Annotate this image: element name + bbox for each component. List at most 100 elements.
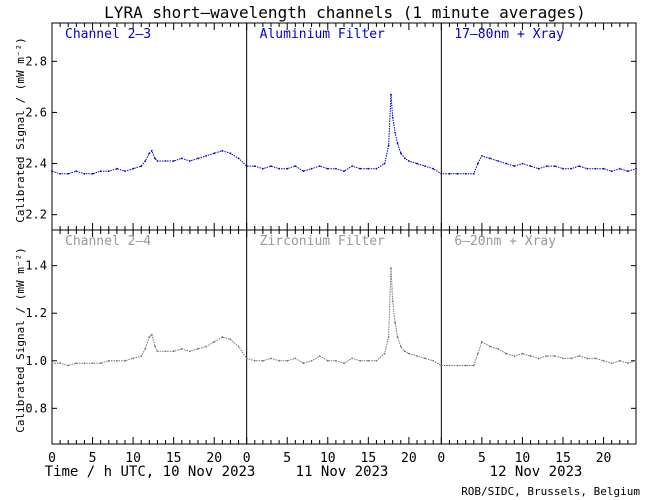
data-point-top-0-50 bbox=[399, 152, 402, 155]
data-point-bottom-0-69 bbox=[537, 357, 540, 360]
data-point-top-0-67 bbox=[521, 162, 524, 165]
data-point-bottom-0-29 bbox=[262, 359, 264, 362]
data-point-top-0-23 bbox=[213, 152, 216, 155]
data-point-top-0-10 bbox=[132, 167, 135, 170]
plot-layer: 2.2 2.4 2.6 2.8 Channel 2–3 Aluminium Filter 1… bbox=[25, 22, 637, 466]
data-point-bottom-0-7 bbox=[107, 359, 110, 362]
data-point-bottom-0-41 bbox=[359, 359, 362, 362]
y-axis-label-bottom-wrap: Calibrated Signal / (mW m⁻²) bbox=[14, 247, 27, 432]
y-tick-label-top-1: 2.4 bbox=[25, 157, 47, 171]
x-tick-label-0-0: 0 bbox=[48, 451, 56, 466]
x-tick-label-1-2: 10 bbox=[320, 451, 336, 466]
data-point-bottom-0-8 bbox=[116, 359, 118, 362]
data-point-top-0-49 bbox=[396, 142, 399, 145]
data-point-bottom-0-49 bbox=[396, 336, 399, 338]
data-point-bottom-0-14 bbox=[150, 333, 153, 336]
data-point-top-0-52 bbox=[408, 160, 410, 162]
data-point-bottom-0-10 bbox=[132, 357, 135, 360]
data-point-bottom-0-64 bbox=[497, 348, 499, 350]
data-point-top-0-6 bbox=[99, 170, 102, 173]
data-point-top-0-4 bbox=[83, 172, 86, 175]
data-point-bottom-0-34 bbox=[302, 362, 305, 365]
data-point-top-0-71 bbox=[554, 165, 556, 168]
data-point-bottom-0-37 bbox=[326, 359, 329, 362]
data-point-top-0-39 bbox=[343, 170, 345, 173]
data-point-bottom-0-33 bbox=[294, 357, 297, 360]
data-point-bottom-0-79 bbox=[618, 359, 621, 362]
data-point-top-0-14 bbox=[150, 149, 153, 152]
data-point-top-0-66 bbox=[513, 165, 516, 168]
data-point-top-0-15 bbox=[154, 157, 156, 160]
data-point-bottom-0-73 bbox=[570, 357, 572, 360]
data-point-top-0-35 bbox=[310, 167, 313, 170]
data-point-bottom-0-20 bbox=[189, 350, 191, 353]
x-tick-label-0-4: 20 bbox=[206, 451, 222, 466]
data-point-top-0-13 bbox=[148, 152, 151, 155]
data-point-top-0-20 bbox=[189, 160, 191, 162]
y-axis-label-top: Calibrated Signal / (mW m⁻²) bbox=[14, 37, 27, 222]
data-point-bottom-0-21 bbox=[197, 348, 199, 350]
data-point-bottom-0-0 bbox=[51, 362, 53, 365]
data-point-bottom-0-77 bbox=[602, 359, 605, 362]
data-point-bottom-0-45 bbox=[387, 336, 390, 338]
data-point-bottom-0-3 bbox=[75, 362, 78, 365]
x-tick-label-2-2: 10 bbox=[515, 451, 531, 466]
data-point-top-0-48 bbox=[394, 132, 396, 134]
data-point-bottom-0-26 bbox=[237, 345, 240, 348]
data-point-top-0-61 bbox=[476, 162, 479, 165]
data-point-top-0-29 bbox=[262, 167, 264, 170]
x-tick-label-2-0: 0 bbox=[437, 451, 445, 466]
data-point-bottom-0-1 bbox=[59, 362, 61, 365]
data-point-top-0-33 bbox=[294, 165, 297, 168]
x-tick-label-2-4: 20 bbox=[596, 451, 612, 466]
data-point-bottom-0-43 bbox=[375, 359, 378, 362]
data-point-top-0-53 bbox=[416, 162, 418, 165]
data-point-top-0-18 bbox=[172, 160, 175, 162]
data-point-top-0-17 bbox=[164, 160, 167, 162]
panel-label-bottom-1: Zirconium Filter bbox=[260, 234, 385, 249]
y-tick-label-top-3: 2.8 bbox=[25, 54, 47, 68]
data-point-top-0-34 bbox=[302, 170, 305, 173]
data-point-top-0-59 bbox=[464, 172, 467, 175]
data-point-top-0-75 bbox=[586, 167, 589, 170]
data-point-bottom-0-68 bbox=[529, 355, 532, 357]
data-point-top-0-62 bbox=[481, 155, 483, 157]
data-point-top-0-16 bbox=[156, 160, 159, 162]
data-point-top-0-76 bbox=[594, 167, 597, 170]
data-point-top-0-57 bbox=[448, 172, 451, 175]
y-tick-label-top-0: 2.2 bbox=[25, 208, 47, 222]
data-point-bottom-0-48 bbox=[394, 321, 396, 324]
panel-label-top-0: Channel 2–3 bbox=[65, 27, 151, 42]
panel-label-top-1: Aluminium Filter bbox=[260, 27, 385, 42]
x-tick-label-1-1: 5 bbox=[283, 451, 291, 466]
data-point-top-0-37 bbox=[326, 167, 329, 170]
panel-label-bottom-0: Channel 2–4 bbox=[65, 234, 151, 249]
data-point-top-0-32 bbox=[286, 167, 289, 170]
data-point-bottom-0-76 bbox=[594, 357, 597, 360]
data-point-top-0-68 bbox=[529, 165, 532, 168]
data-point-bottom-0-70 bbox=[545, 355, 548, 357]
data-point-top-0-77 bbox=[602, 167, 605, 170]
data-point-bottom-0-12 bbox=[144, 348, 147, 350]
data-point-bottom-0-78 bbox=[610, 362, 613, 365]
x-tick-label-0-1: 5 bbox=[89, 451, 97, 466]
data-point-top-0-1 bbox=[59, 172, 61, 175]
y-tick-label-bottom-0: 0.8 bbox=[25, 401, 47, 415]
data-point-bottom-0-39 bbox=[343, 362, 345, 365]
data-point-bottom-0-27 bbox=[245, 357, 248, 360]
data-point-top-0-78 bbox=[610, 170, 613, 173]
data-point-bottom-0-50 bbox=[399, 345, 402, 348]
data-point-bottom-0-32 bbox=[286, 359, 289, 362]
data-point-bottom-0-66 bbox=[513, 355, 516, 357]
data-point-top-0-26 bbox=[237, 157, 240, 160]
plot-frame-top bbox=[51, 22, 637, 231]
data-point-bottom-0-52 bbox=[408, 352, 410, 355]
data-point-top-0-45 bbox=[387, 144, 390, 147]
data-point-bottom-0-35 bbox=[310, 359, 313, 362]
data-point-bottom-0-16 bbox=[156, 350, 159, 353]
data-point-bottom-0-23 bbox=[213, 340, 216, 343]
data-point-bottom-0-36 bbox=[318, 355, 321, 357]
data-point-top-0-25 bbox=[229, 152, 232, 155]
data-point-top-0-74 bbox=[578, 165, 581, 168]
